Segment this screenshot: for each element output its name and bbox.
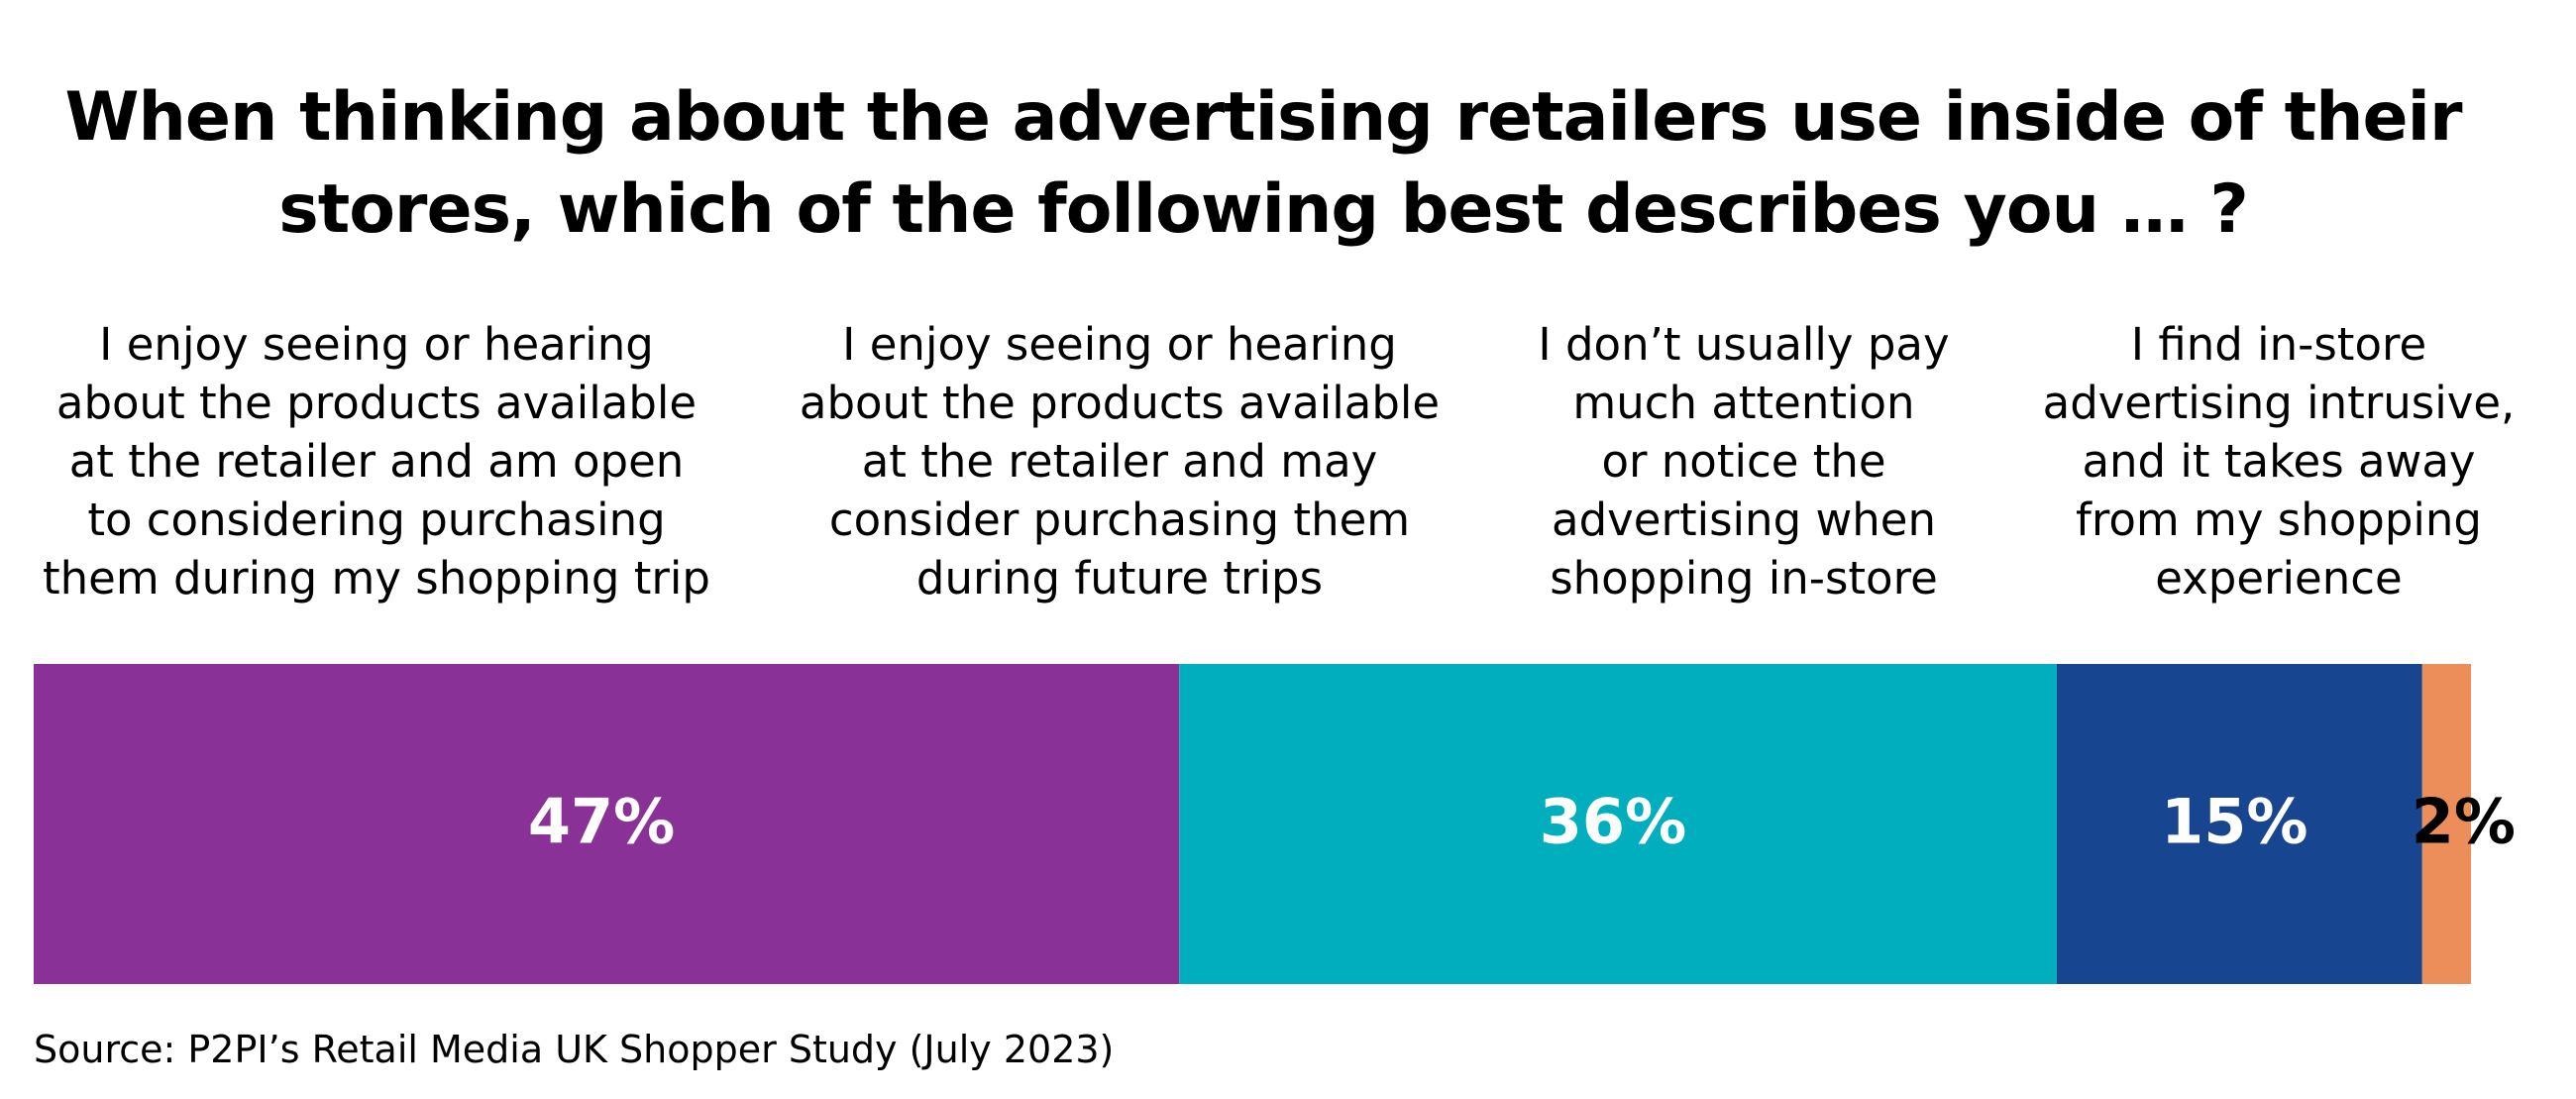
category-label-3-line: shopping in-store — [1550, 552, 1938, 604]
category-label-4-line: I find in-store — [2130, 318, 2427, 371]
chart-title: When thinking about the advertising reta… — [0, 71, 2526, 256]
category-label-4-line: from my shopping — [2075, 494, 2482, 546]
category-label-4-line: advertising intrusive, — [2042, 377, 2516, 429]
category-label-4-line: experience — [2155, 552, 2403, 604]
category-label-2-line: I enjoy seeing or hearing — [842, 318, 1397, 371]
bar-segment-1 — [34, 664, 1180, 984]
bar-value-label-4: 2% — [2412, 786, 2516, 858]
category-label-3-line: advertising when — [1552, 494, 1936, 546]
category-label-1-line: I enjoy seeing or hearing — [99, 318, 654, 371]
bar-value-label-2: 36% — [1540, 786, 1686, 858]
category-label-1-line: at the retailer and am open — [68, 435, 685, 488]
category-label-1-line: them during my shopping trip — [43, 552, 710, 604]
chart-title-line-2: stores, which of the following best desc… — [278, 170, 2249, 249]
source-note: Source: P2PI’s Retail Media UK Shopper S… — [34, 1028, 1115, 1071]
category-label-1-line: about the products available — [55, 377, 698, 429]
category-label-1: I enjoy seeing or hearing about the prod… — [20, 315, 733, 607]
category-label-2-line: during future trips — [915, 552, 1324, 604]
category-label-3-line: much attention — [1572, 377, 1915, 429]
category-label-3: I don’t usually pay much attention or no… — [1486, 315, 2001, 607]
bar-value-label-3: 15% — [2161, 786, 2308, 858]
category-label-2: I enjoy seeing or hearing about the prod… — [763, 315, 1476, 607]
category-label-4: I find in-store advertising intrusive, a… — [2031, 315, 2526, 607]
category-label-3-line: or notice the — [1601, 435, 1886, 488]
category-label-1-line: to considering purchasing — [87, 494, 666, 546]
bar-segment-3 — [2056, 664, 2422, 984]
bar-value-label-1: 47% — [528, 786, 675, 858]
chart-title-line-1: When thinking about the advertising reta… — [64, 78, 2463, 157]
category-label-2-line: about the products available — [799, 377, 1441, 429]
bar-segment-4 — [2421, 664, 2471, 984]
category-label-2-line: at the retailer and may — [861, 435, 1378, 488]
category-label-4-line: and it takes away — [2082, 435, 2476, 488]
category-label-3-line: I don’t usually pay — [1538, 318, 1950, 371]
bar-segment-2 — [1179, 664, 2057, 984]
category-label-2-line: consider purchasing them — [828, 494, 1411, 546]
